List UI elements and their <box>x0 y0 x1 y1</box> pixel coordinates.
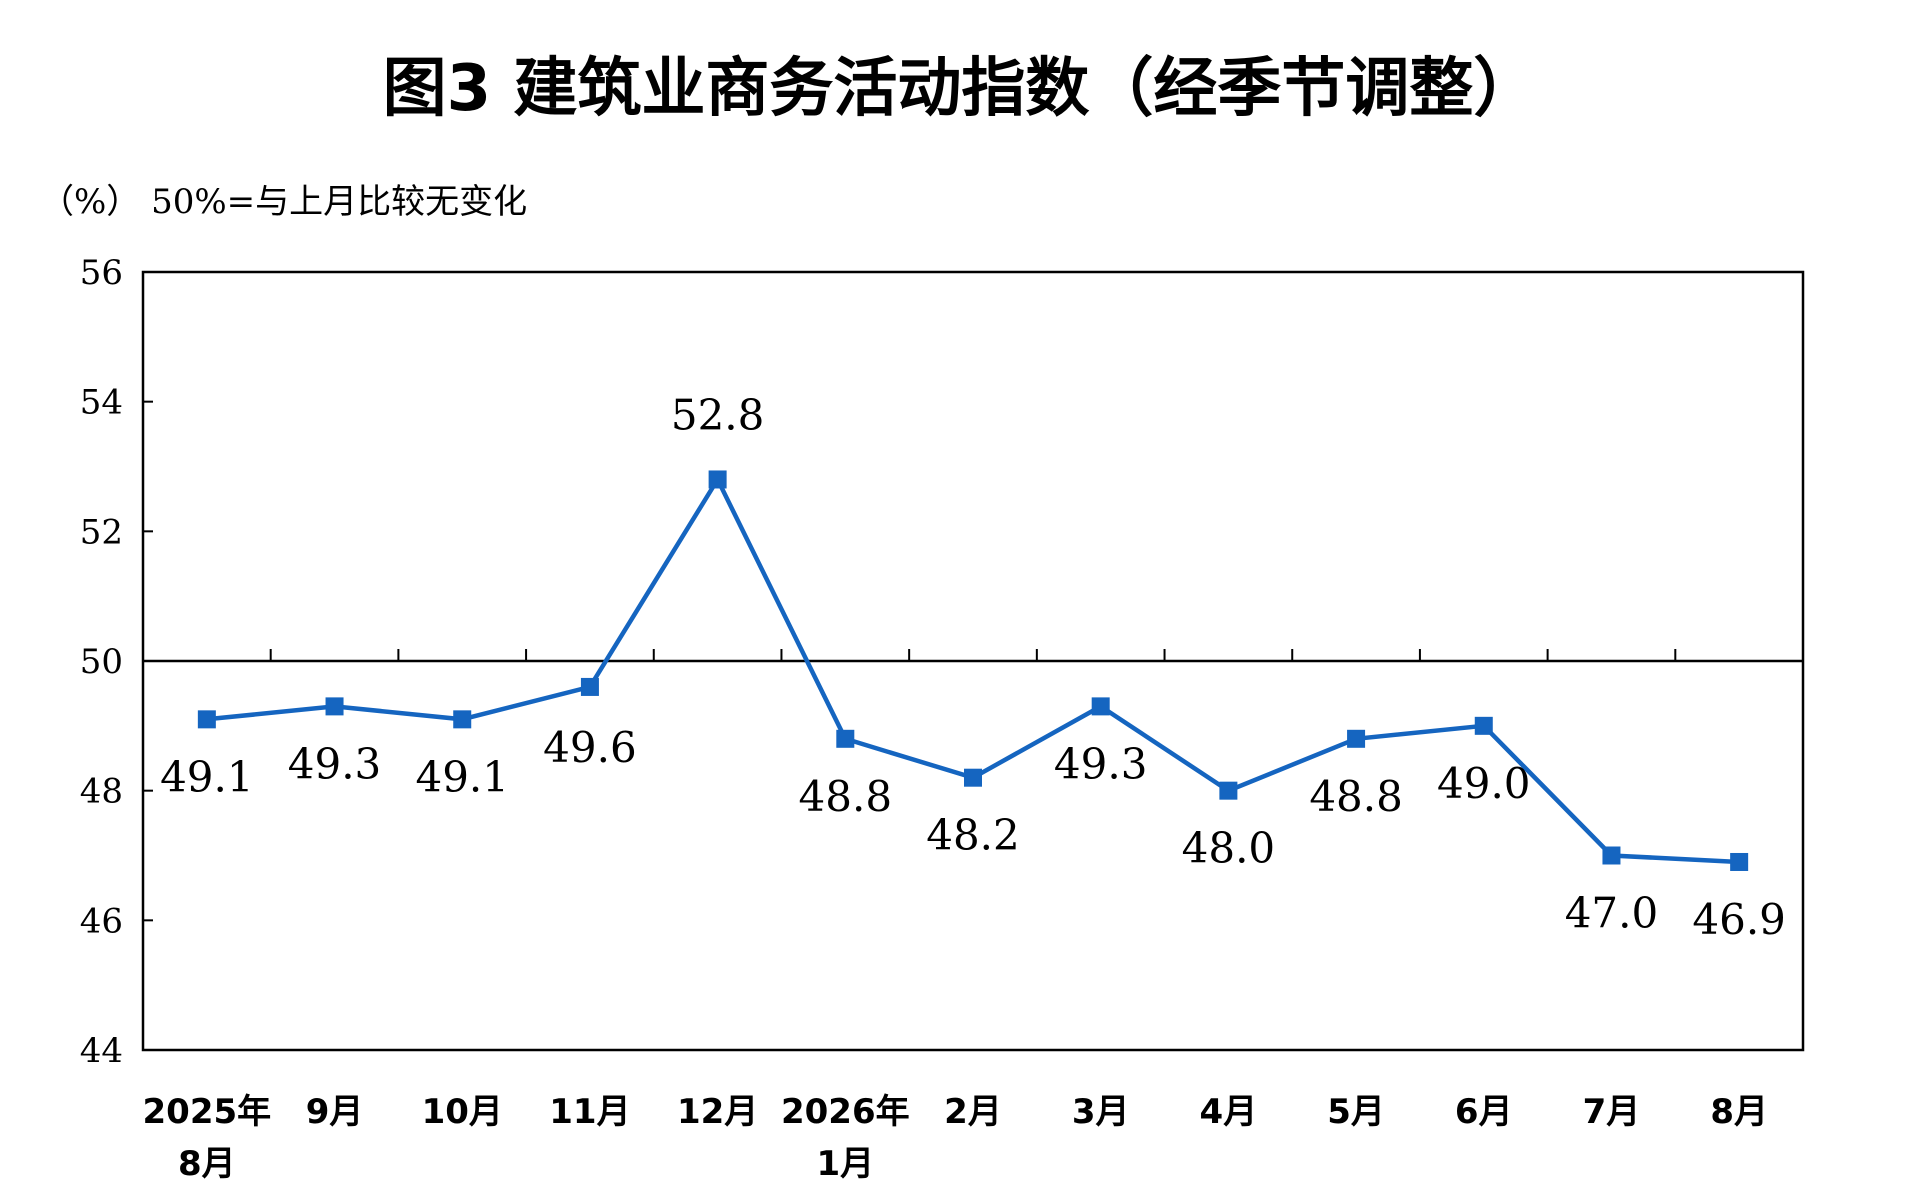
data-label: 48.0 <box>1182 824 1276 873</box>
data-label: 49.6 <box>543 723 637 772</box>
data-label: 49.3 <box>288 739 382 788</box>
x-tick-label: 7月 <box>1583 1092 1641 1132</box>
y-tick-label: 50 <box>80 642 123 682</box>
data-point <box>1091 697 1110 716</box>
x-tick-label: 8月 <box>1710 1092 1768 1132</box>
data-label: 52.8 <box>671 390 765 439</box>
data-label: 48.2 <box>926 811 1020 860</box>
data-point <box>964 768 982 787</box>
data-point <box>580 677 599 696</box>
x-tick-label: 2026年 <box>781 1092 910 1132</box>
data-point <box>1730 852 1749 871</box>
x-tick-label: 10月 <box>422 1092 503 1132</box>
data-point <box>836 729 855 748</box>
data-point <box>197 710 216 729</box>
data-label: 47.0 <box>1565 889 1659 938</box>
y-tick-label: 56 <box>80 253 123 293</box>
y-tick-label: 48 <box>80 772 123 812</box>
chart-title: 图3 建筑业商务活动指数（经季节调整） <box>383 52 1538 126</box>
plot-area: 44 46 48 50 52 54 56 2025年 8月 9月 10月 11月 12月 2026年 1月 2… <box>80 253 1805 1184</box>
x-tick-label: 5月 <box>1327 1092 1385 1132</box>
data-point <box>1347 729 1366 748</box>
unit-note: （%） 50%=与上月比较无变化 <box>40 182 527 222</box>
x-tick-label: 11月 <box>549 1092 630 1132</box>
x-tick-label: 2月 <box>944 1092 1002 1132</box>
y-tick-label: 46 <box>80 901 123 941</box>
data-label: 46.9 <box>1692 895 1786 944</box>
data-point <box>708 470 727 489</box>
x-tick-label: 3月 <box>1072 1092 1130 1132</box>
data-label: 49.0 <box>1437 759 1531 808</box>
data-label: 49.3 <box>1054 739 1148 788</box>
data-point <box>453 710 472 729</box>
x-tick-label: 4月 <box>1200 1092 1258 1132</box>
y-tick-label: 54 <box>80 383 123 423</box>
data-label: 49.1 <box>415 752 509 801</box>
x-tick-label: 8月 <box>178 1144 236 1184</box>
x-tick-label: 9月 <box>306 1092 364 1132</box>
data-point <box>325 697 344 716</box>
data-label: 48.8 <box>799 772 893 821</box>
y-tick-label: 44 <box>80 1031 123 1071</box>
x-tick-label: 6月 <box>1455 1092 1513 1132</box>
data-point <box>1474 716 1493 735</box>
data-point <box>1219 781 1238 800</box>
y-tick-label: 52 <box>80 512 123 552</box>
data-point <box>1602 846 1621 865</box>
x-tick-label: 12月 <box>677 1092 758 1132</box>
data-label: 48.8 <box>1309 772 1403 821</box>
data-label: 49.1 <box>160 752 254 801</box>
x-tick-label: 1月 <box>816 1144 874 1184</box>
x-tick-label: 2025年 <box>143 1092 272 1132</box>
